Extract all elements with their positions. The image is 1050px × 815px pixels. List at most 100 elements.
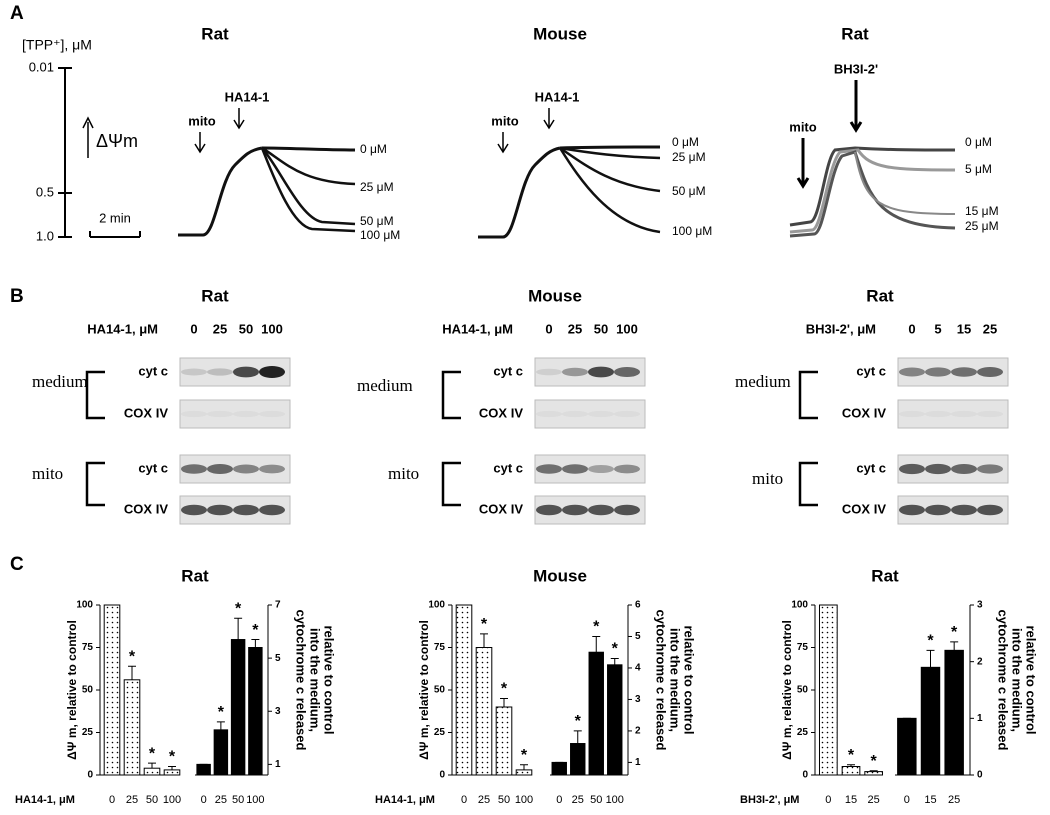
y-tick-label: 75 [797, 642, 809, 653]
tick-label: 0.5 [36, 184, 54, 199]
y-axis-label: cytochrome c released [294, 610, 309, 751]
y-tick-label: 4 [635, 663, 641, 674]
bar [230, 639, 246, 776]
y-axis-label: ΔΨ m, relative to control [417, 620, 431, 760]
blot-title: Rat [201, 286, 229, 305]
dose-label: 0 μM [360, 142, 387, 156]
protein-label: COX IV [842, 501, 886, 516]
panel-label: B [10, 286, 24, 307]
bar [248, 647, 263, 776]
band [233, 366, 259, 378]
fraction-label: mito [752, 469, 783, 488]
protein-label: COX IV [124, 405, 168, 420]
error-bar [128, 665, 136, 680]
bar [123, 679, 141, 776]
bracket [441, 461, 461, 507]
significance: * [169, 749, 176, 766]
y-tick-label: 100 [76, 600, 93, 611]
band [259, 504, 285, 516]
dose-label: 25 [983, 321, 997, 336]
band [899, 410, 925, 418]
dose-label: 5 μM [965, 162, 992, 176]
fraction-label: medium [32, 372, 88, 391]
protein-label: cyt c [493, 460, 523, 475]
dose-label: 100 μM [360, 228, 400, 242]
arrow-head [194, 143, 206, 154]
dose-label: 25 [568, 321, 582, 336]
y-tick-label: 50 [797, 685, 809, 696]
bar [551, 761, 567, 776]
band [925, 410, 951, 418]
x-tick-label: 25 [948, 794, 960, 806]
error-bar [573, 730, 582, 744]
arrow-label: HA14-1 [535, 89, 580, 104]
blot [534, 399, 646, 429]
bar [607, 664, 623, 776]
y-tick-label: 0 [802, 770, 808, 781]
band [562, 367, 588, 377]
band [977, 367, 1003, 377]
blot [897, 399, 1009, 429]
y-tick-label: 3 [977, 600, 983, 611]
dose-label: 0 [908, 321, 915, 336]
band [233, 464, 259, 474]
band [925, 463, 951, 475]
chart-title: Rat [871, 566, 899, 585]
y-axis-label: into the medium, [1010, 628, 1025, 732]
x-tick-label: 100 [515, 794, 533, 806]
bracket [798, 461, 818, 507]
bar [163, 769, 181, 776]
dose-label: 50 μM [672, 184, 706, 198]
y-tick-label: 3 [635, 694, 641, 705]
arrow-head [497, 143, 509, 154]
band [951, 367, 977, 377]
protein-label: COX IV [842, 405, 886, 420]
dose-label: 50 [594, 321, 608, 336]
error-bar [500, 698, 508, 707]
y-tick-label: 2 [635, 726, 641, 737]
treatment-label: HA14-1, μM [442, 321, 513, 336]
x-tick-label: 50 [232, 794, 244, 806]
y-axis-label: ΔΨ m, relative to control [65, 620, 79, 760]
band [951, 464, 977, 474]
arrow-head [233, 119, 245, 130]
dose-label: 0 [545, 321, 552, 336]
fraction-label: mito [32, 464, 63, 483]
protein-label: COX IV [124, 501, 168, 516]
band [951, 504, 977, 516]
band [977, 504, 1003, 516]
tick-label: 0.01 [29, 59, 54, 74]
blot-title: Mouse [528, 286, 582, 305]
bar [944, 649, 964, 776]
y-tick-label: 50 [82, 685, 94, 696]
band [588, 366, 614, 378]
trace-title: Mouse [533, 24, 587, 43]
y-axis-label: cytochrome c released [996, 610, 1011, 751]
y-tick-label: 0 [87, 770, 93, 781]
arrow-head [849, 121, 863, 133]
x-tick-label: 0 [904, 794, 910, 806]
error-bar [592, 635, 601, 653]
y-axis-label: cytochrome c released [654, 610, 669, 751]
x-tick-label: 0 [461, 794, 467, 806]
arrow-head [796, 177, 810, 189]
bracket [441, 370, 461, 420]
x-tick-label: 100 [163, 794, 181, 806]
y-tick-label: 100 [428, 600, 445, 611]
x-tick-label: 50 [498, 794, 510, 806]
y-tick-label: 5 [635, 631, 641, 642]
panel-label: C [10, 554, 24, 575]
band [614, 464, 640, 474]
protein-label: cyt c [856, 460, 886, 475]
dose-label: 100 μM [672, 224, 712, 238]
dose-label: 0 [190, 321, 197, 336]
x-tick-label: 50 [590, 794, 602, 806]
x-tick-label: 25 [478, 794, 490, 806]
y-tick-label: 7 [275, 600, 281, 611]
significance: * [951, 624, 958, 641]
significance: * [149, 745, 156, 762]
error-bar [520, 764, 528, 770]
bar [455, 604, 473, 776]
bar [920, 666, 941, 776]
